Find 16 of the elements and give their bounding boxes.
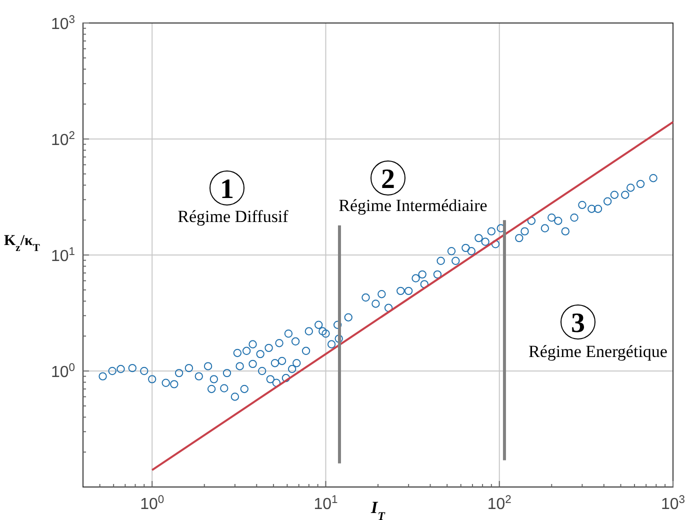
x-tick-label: 10$^{2}$ [487, 494, 512, 513]
y-axis-title: K$_{z}$/κ$_{T}$ [4, 233, 40, 254]
y-tick-label: 10$^{1}$ [50, 246, 75, 265]
annotation: 1 [220, 174, 234, 205]
y-tick-label: 10$^{3}$ [50, 14, 75, 33]
x-axis-title: I$_{T}$ [370, 498, 386, 520]
annotation: Régime Diffusif [178, 207, 289, 226]
annotation: Régime Intermédiaire [338, 196, 488, 215]
x-tick-label: 10$^{0}$ [140, 494, 164, 513]
x-tick-label: 10$^{1}$ [314, 494, 338, 513]
y-tick-label: 10$^{2}$ [50, 130, 75, 149]
annotation: 2 [381, 164, 395, 195]
annotation: 3 [571, 308, 585, 339]
annotation: Régime Energétique [528, 342, 668, 361]
x-tick-label: 10$^{3}$ [660, 494, 686, 513]
y-tick-label: 10$^{0}$ [50, 362, 75, 381]
